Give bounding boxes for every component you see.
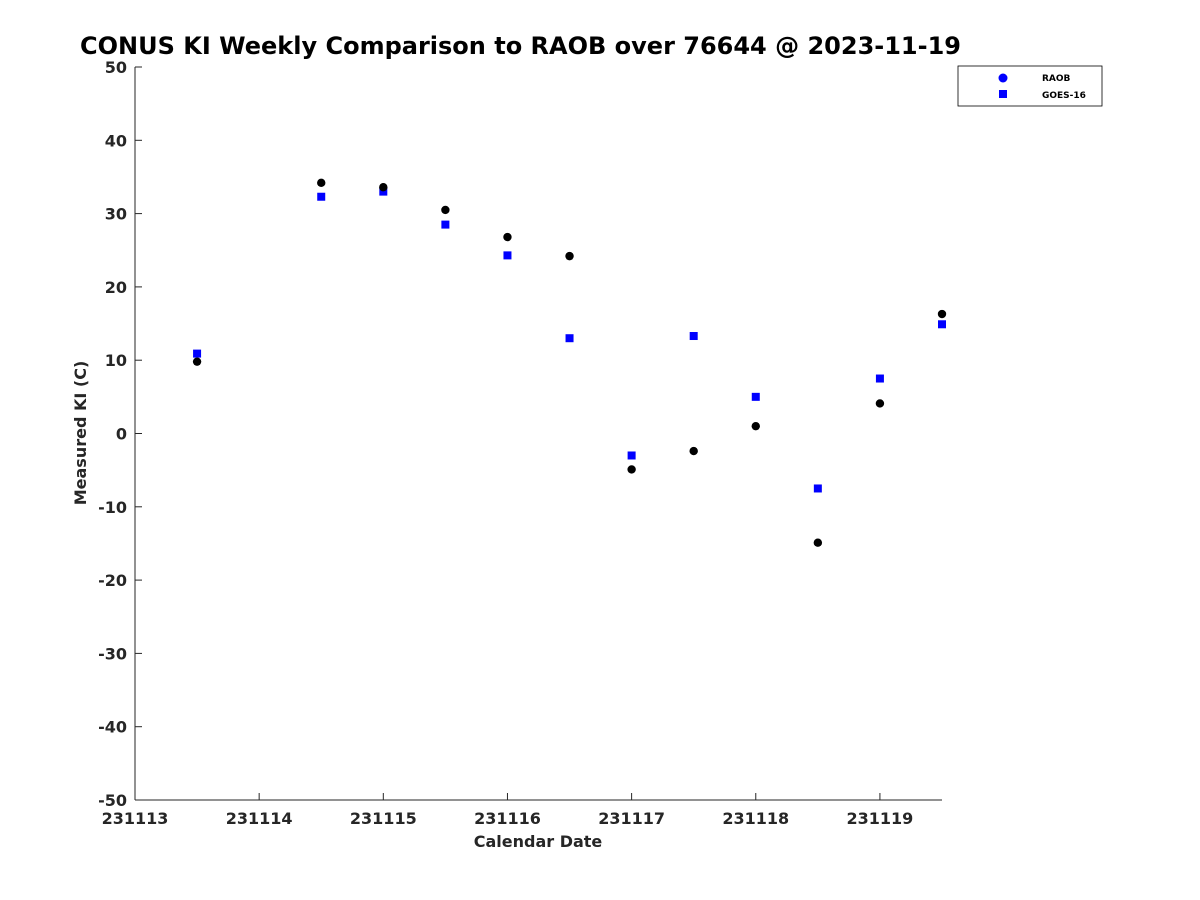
x-tick-label: 231114 — [226, 809, 293, 828]
goes16-point — [689, 332, 698, 341]
legend-raob-marker — [998, 73, 1008, 83]
y-tick-label: 50 — [105, 58, 127, 77]
raob-point — [565, 251, 574, 261]
raob-point — [379, 183, 388, 192]
y-ticks: -50 -40 -30 -20 -10 0 10 20 30 40 50 — [98, 58, 142, 810]
y-tick-label: 10 — [105, 351, 127, 370]
y-tick-label: -20 — [98, 571, 127, 590]
legend-goes16-marker — [999, 90, 1007, 98]
y-tick-label: 40 — [105, 131, 127, 150]
raob-point — [751, 421, 760, 431]
y-tick-label: -30 — [98, 644, 127, 663]
x-tick-label: 231113 — [102, 809, 169, 828]
goes16-point — [193, 349, 202, 358]
raob-point — [317, 178, 326, 188]
legend: RAOB GOES-16 — [957, 65, 1103, 107]
goes16-point — [875, 374, 884, 383]
goes16-point — [751, 392, 760, 401]
goes16-point — [938, 320, 946, 329]
data-points — [192, 178, 947, 547]
x-ticks: 231113 231114 231115 231116 231117 231118 2311… — [102, 793, 914, 828]
goes16-point — [503, 251, 512, 260]
legend-goes16-label: GOES-16 — [1042, 91, 1086, 101]
raob-point — [441, 205, 450, 215]
y-tick-label: 30 — [105, 205, 127, 224]
x-tick-label: 231119 — [847, 809, 914, 828]
chart-title: CONUS KI Weekly Comparison to RAOB over … — [80, 32, 961, 60]
y-tick-label: -40 — [98, 718, 127, 737]
y-tick-label: -50 — [98, 791, 127, 810]
goes16-point — [813, 484, 822, 493]
raob-point — [192, 357, 202, 366]
goes16-point — [317, 192, 326, 201]
raob-point — [503, 232, 512, 242]
raob-point — [813, 538, 823, 547]
goes16-point — [565, 334, 574, 343]
goes16-point — [627, 451, 636, 460]
legend-box — [957, 65, 1103, 107]
x-axis-label: Calendar Date — [474, 832, 603, 851]
y-tick-label: 20 — [105, 278, 127, 297]
y-axis-label: Measured KI (C) — [71, 361, 90, 506]
x-tick-label: 231115 — [350, 809, 417, 828]
x-tick-label: 231118 — [722, 809, 789, 828]
goes16-point — [441, 220, 450, 229]
raob-point — [875, 399, 885, 408]
x-tick-label: 231117 — [598, 809, 665, 828]
goes16-point — [379, 187, 388, 196]
raob-point — [689, 446, 698, 456]
y-tick-label: 0 — [116, 425, 127, 444]
raob-point — [937, 309, 947, 319]
x-tick-label: 231116 — [474, 809, 541, 828]
legend-raob-label: RAOB — [1042, 74, 1071, 84]
raob-point — [627, 465, 636, 474]
y-tick-label: -10 — [98, 498, 127, 517]
